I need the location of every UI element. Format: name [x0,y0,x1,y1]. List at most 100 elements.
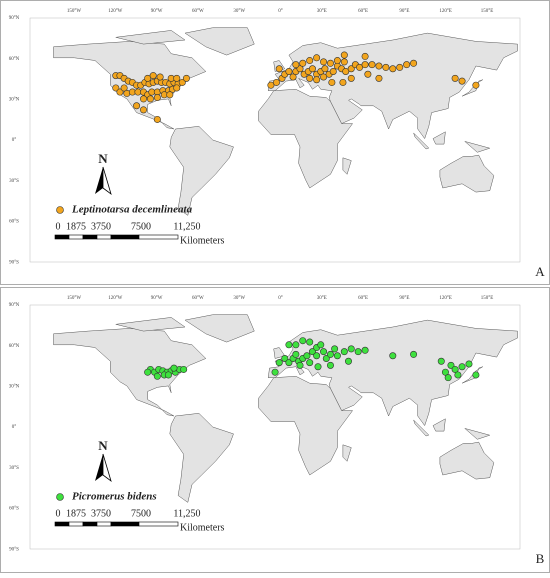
longitude-label: 60°E [358,9,368,14]
occurrence-point [292,350,300,358]
latitude-label: 90°N [9,16,20,21]
occurrence-point [361,52,369,60]
longitude-label: 30°E [317,296,327,301]
north-label: N [98,151,108,166]
occurrence-point [166,91,174,99]
occurrence-point [144,368,152,376]
occurrence-point [285,341,293,349]
occurrence-point [444,374,452,382]
longitude-label: 30°E [317,9,327,14]
latitude-label: 30°N [9,98,20,103]
longitude-label: 90°W [151,9,163,14]
scale-label: 11,250 [173,221,200,232]
scale-label: 3750 [91,221,111,232]
scale-bar-segment [82,234,98,240]
occurrence-point [306,74,314,82]
occurrence-point [313,352,321,360]
occurrence-point [275,65,283,73]
occurrence-point [303,352,311,360]
longitude-label: 60°W [192,9,204,14]
occurrence-point [375,62,383,70]
scale-label: 1875 [66,508,86,519]
scale-bar-segment [110,234,140,240]
occurrence-point [308,348,316,356]
north-arrow [102,166,112,196]
scale-unit: Kilometers [180,522,225,533]
latitude-label: 60°S [9,220,19,225]
occurrence-point [313,76,321,84]
occurrence-point [364,70,372,78]
north-label: N [98,438,108,453]
longitude-label: 150°E [481,9,494,14]
map-frame [29,304,521,550]
occurrence-point [396,63,404,71]
latitude-label: 90°S [9,260,19,265]
north-arrow [95,167,103,194]
occurrence-point [306,359,314,367]
longitude-label: 60°W [192,296,204,301]
longitude-label: 30°W [233,9,245,14]
scale-bar-segment [96,234,112,240]
map-frame [29,17,521,263]
occurrence-point [458,363,466,371]
latitude-label: 60°N [9,57,20,62]
occurrence-point [296,65,304,73]
longitude-label: 120°W [108,9,122,14]
latitude-label: 30°S [9,179,19,184]
latitude-label: 30°S [9,466,19,471]
scale-label: 1875 [66,221,86,232]
occurrence-point [344,357,352,365]
scale-label: 11,250 [173,508,200,519]
occurrence-point [382,63,390,71]
occurrence-point [153,94,161,102]
occurrence-point [292,341,300,349]
occurrence-point [389,352,397,360]
occurrence-point [458,77,466,85]
longitude-label: 90°E [399,9,409,14]
occurrence-point [144,74,152,82]
occurrence-point [361,61,369,69]
occurrence-point [342,68,350,76]
land [53,27,518,216]
occurrence-point [275,359,283,367]
occurrence-point [272,78,280,86]
occurrence-point [454,371,462,379]
scale-bar-segment [68,521,84,527]
scale-bar-segment [82,521,98,527]
scale-bar-segment [54,234,70,240]
occurrence-point [347,65,355,73]
occurrence-point [180,365,188,373]
occurrence-point [375,74,383,82]
occurrence-point [339,78,347,86]
latitude-label: 30°N [9,385,20,390]
occurrence-point [410,59,418,67]
occurrence-point [306,338,314,346]
occurrence-point [308,65,316,73]
occurrence-point [340,51,348,59]
occurrence-point [289,73,297,81]
legend-label: Leptinotarsa decemlineata [71,204,193,216]
occurrence-point [285,68,293,76]
occurrence-point [146,95,154,103]
scale-label: 3750 [91,508,111,519]
scale-bar-segment [68,234,84,240]
occurrence-point [326,59,334,67]
scale-label: 0 [56,508,61,519]
scale-bar-segment [54,521,70,527]
occurrence-point [368,61,376,69]
occurrence-point [326,350,334,358]
occurrence-point [153,115,161,123]
longitude-label: 120°E [439,9,452,14]
occurrence-point [437,357,445,365]
north-arrow [95,454,103,481]
occurrence-point [389,65,397,73]
occurrence-point [354,348,362,356]
occurrence-point [333,352,341,360]
occurrence-point [320,348,328,356]
occurrence-point [340,348,348,356]
occurrence-point [326,361,334,369]
occurrence-point [410,350,418,358]
occurrence-point [317,341,325,349]
longitude-label: 90°E [399,296,409,301]
occurrence-point [329,68,337,76]
